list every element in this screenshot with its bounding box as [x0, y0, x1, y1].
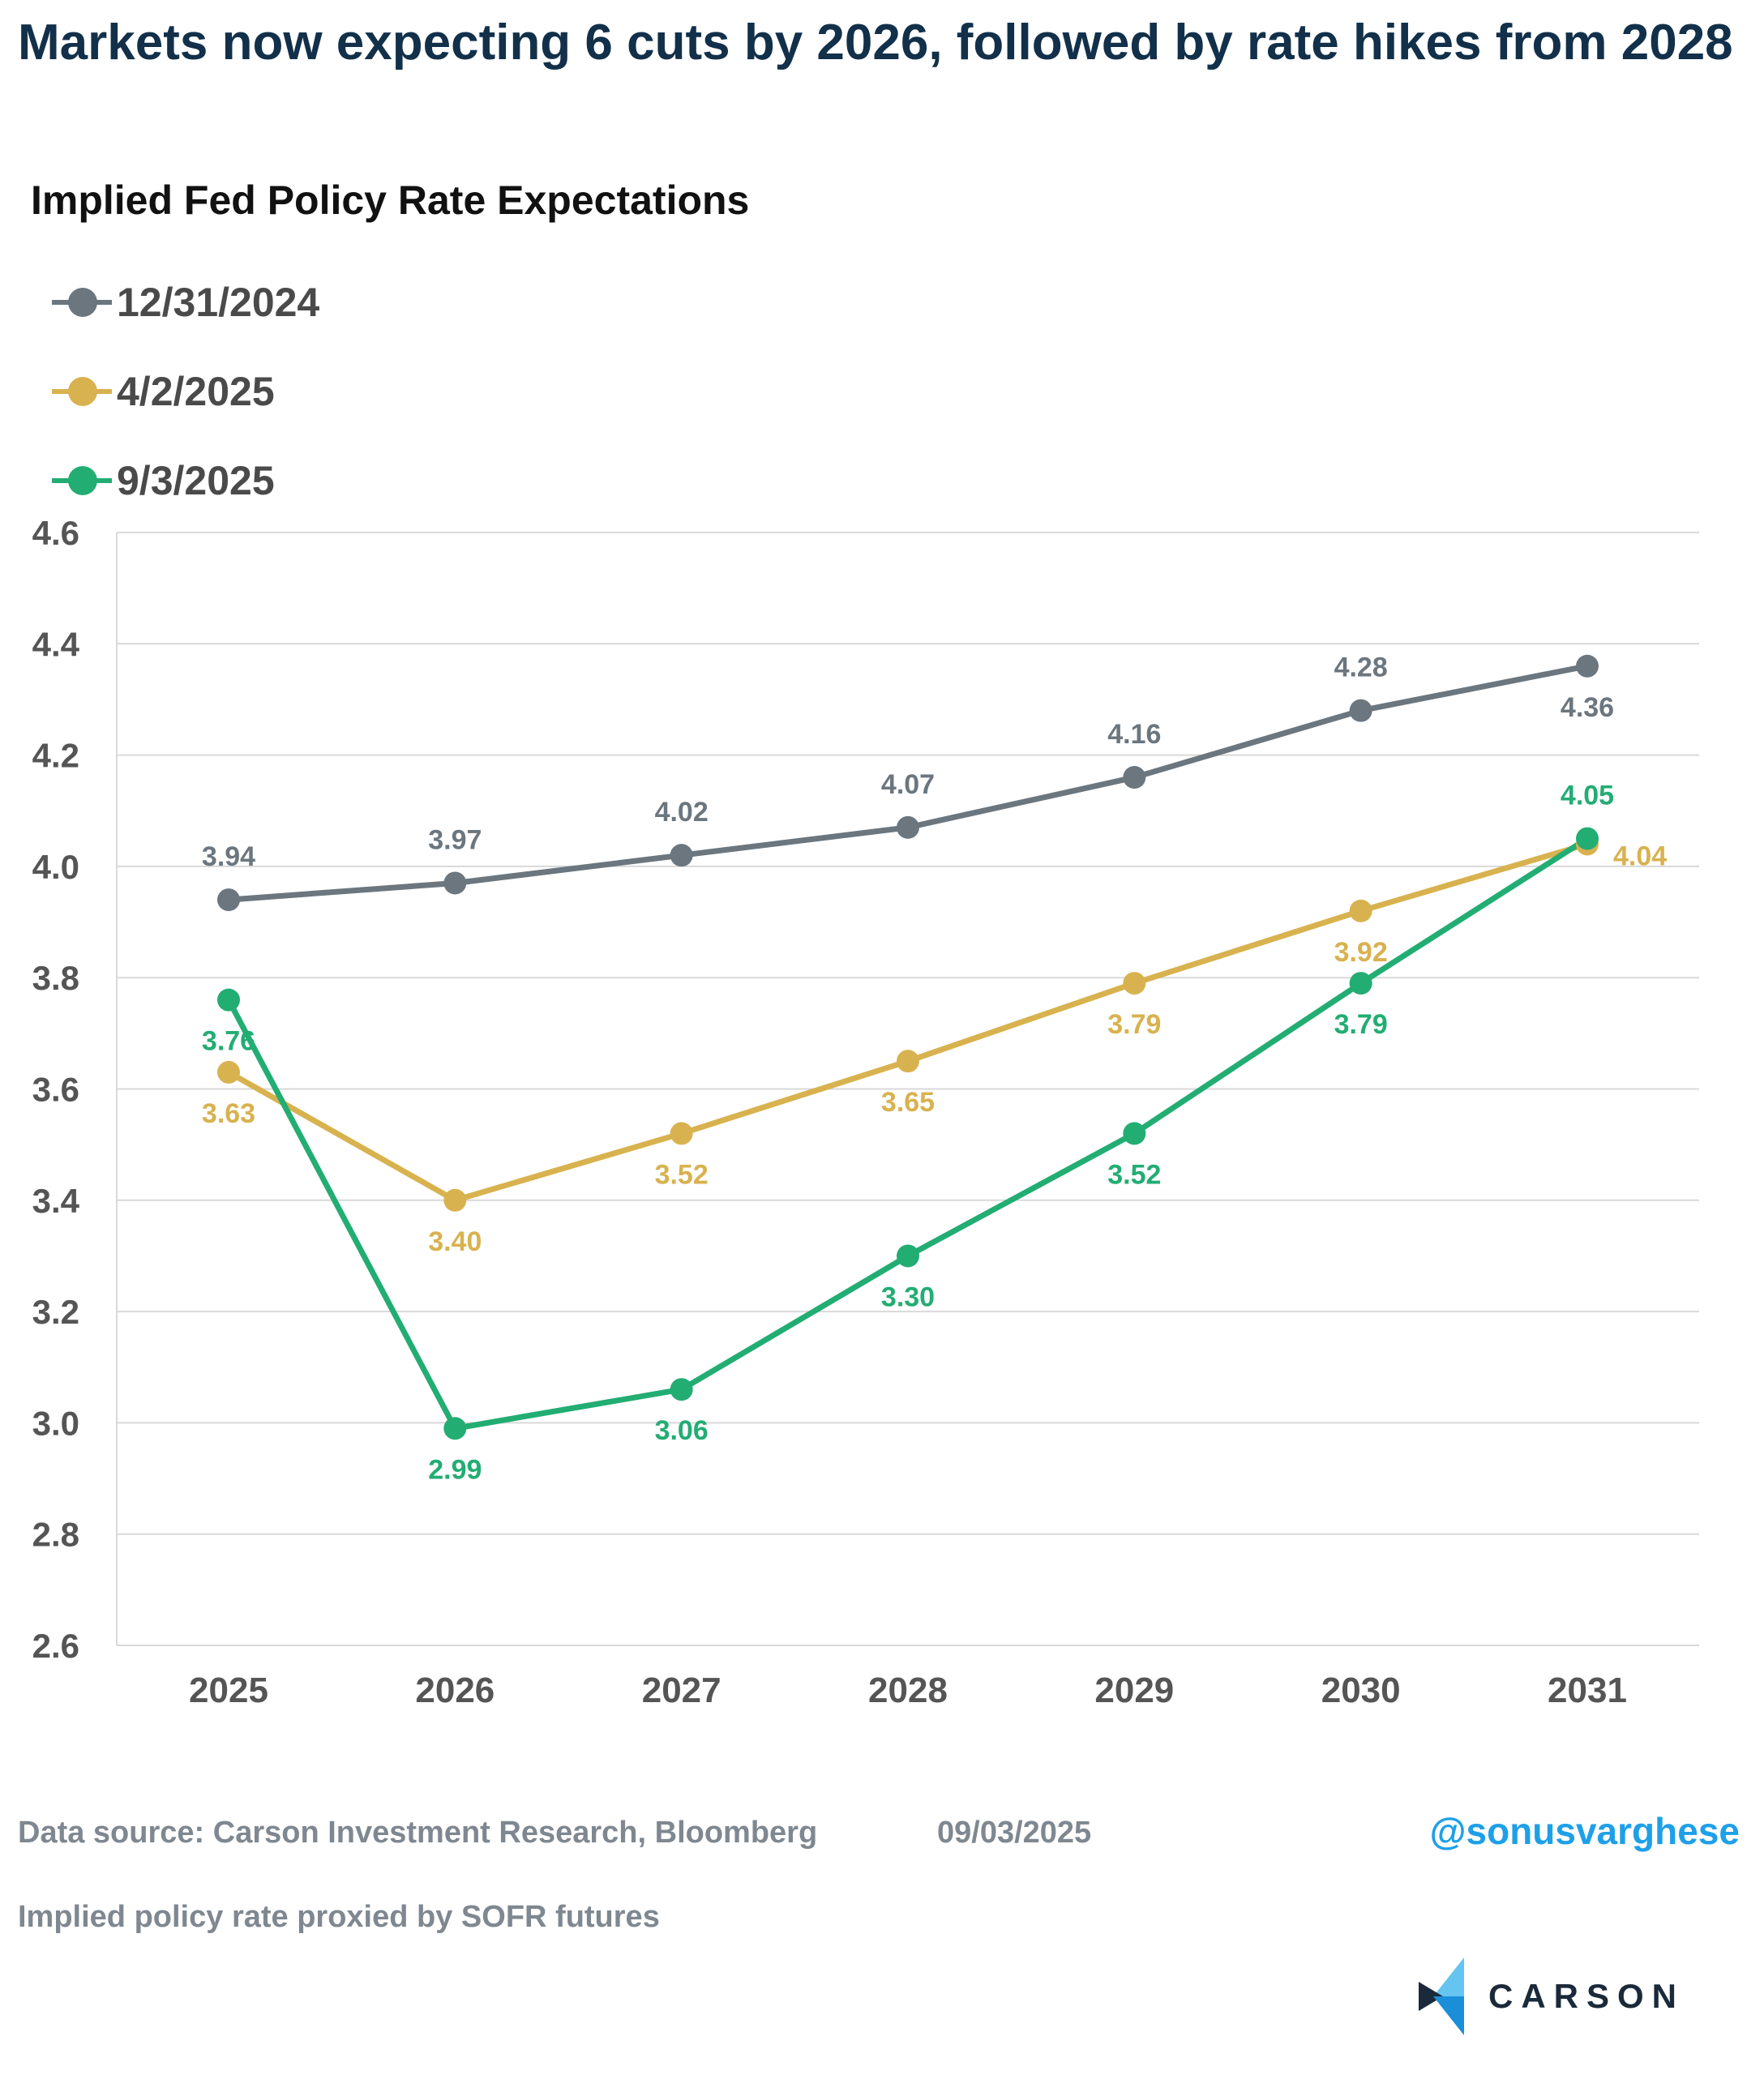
x-tick-label: 2026: [415, 1671, 495, 1710]
legend: 12/31/2024 4/2/2025 9/3/2025: [52, 258, 319, 525]
data-point-apr-2025: [217, 1060, 240, 1084]
legend-label-sep-2025: 9/3/2025: [117, 458, 275, 503]
data-label-sep-2025: 3.52: [1107, 1159, 1161, 1190]
x-tick-label: 2025: [189, 1671, 268, 1710]
data-label-apr-2025: 3.79: [1107, 1009, 1161, 1040]
data-point-apr-2025: [1349, 899, 1372, 922]
series-line-sep-2025: [225, 836, 1589, 1431]
chart-subtitle: Implied Fed Policy Rate Expectations: [31, 178, 750, 223]
data-label-dec-2024: 4.28: [1334, 652, 1388, 683]
legend-item-sep-2025: 9/3/2025: [52, 436, 319, 525]
data-label-sep-2025: 2.99: [428, 1454, 482, 1485]
chart-title: Markets now expecting 6 cuts by 2026, fo…: [18, 15, 1733, 71]
y-tick-label: 3.8: [32, 959, 79, 997]
carson-logo-icon: [1419, 1957, 1464, 2035]
data-point-dec-2024: [1576, 654, 1599, 678]
y-tick-label: 3.2: [32, 1293, 79, 1331]
data-point-dec-2024: [443, 871, 467, 895]
data-point-sep-2025: [1123, 1122, 1146, 1145]
y-tick-label: 4.0: [32, 848, 79, 886]
data-point-apr-2025: [897, 1050, 919, 1073]
data-point-sep-2025: [1349, 972, 1372, 995]
data-label-sep-2025: 3.30: [881, 1281, 935, 1312]
carson-logo: CARSON: [1419, 1957, 1685, 2035]
x-tick-label: 2029: [1094, 1671, 1174, 1710]
legend-label-apr-2025: 4/2/2025: [117, 369, 275, 414]
data-label-dec-2024: 4.02: [655, 797, 709, 828]
data-point-apr-2025: [443, 1188, 467, 1212]
x-tick-label: 2027: [642, 1671, 721, 1710]
data-label-apr-2025: 3.65: [881, 1087, 935, 1118]
data-label-apr-2025: 3.40: [428, 1226, 482, 1257]
y-tick-label: 3.0: [32, 1404, 79, 1442]
data-point-dec-2024: [1349, 699, 1372, 722]
data-label-sep-2025: 3.76: [202, 1026, 255, 1057]
y-tick-label: 2.6: [32, 1627, 79, 1665]
legend-swatch-dec-2024: [52, 286, 112, 319]
x-tick-label: 2031: [1548, 1671, 1627, 1710]
carson-logo-text: CARSON: [1488, 1977, 1685, 2015]
data-label-sep-2025: 4.05: [1561, 781, 1614, 811]
data-label-apr-2025: 3.92: [1334, 937, 1388, 968]
y-tick-label: 4.4: [32, 625, 80, 663]
y-tick-label: 4.2: [32, 737, 79, 775]
data-point-dec-2024: [217, 888, 240, 912]
data-point-apr-2025: [1123, 972, 1146, 995]
data-point-sep-2025: [897, 1244, 919, 1268]
data-date-text: 09/03/2025: [937, 1816, 1092, 1850]
data-source-text: Data source: Carson Investment Research,…: [18, 1816, 818, 1850]
data-label-dec-2024: 4.36: [1561, 692, 1614, 723]
data-point-dec-2024: [670, 844, 693, 867]
data-label-dec-2024: 4.07: [881, 769, 935, 800]
legend-item-apr-2025: 4/2/2025: [52, 347, 319, 436]
data-label-apr-2025: 4.04: [1613, 841, 1667, 871]
data-point-dec-2024: [1123, 766, 1146, 789]
data-label-sep-2025: 3.06: [655, 1415, 709, 1446]
author-handle: @sonusvarghese: [1429, 1810, 1740, 1852]
data-label-apr-2025: 3.52: [655, 1159, 709, 1190]
y-tick-label: 3.6: [32, 1071, 79, 1109]
x-tick-label: 2030: [1321, 1671, 1401, 1710]
y-tick-label: 2.8: [32, 1516, 79, 1554]
data-point-apr-2025: [670, 1122, 693, 1145]
x-tick-label: 2028: [868, 1671, 948, 1710]
data-point-sep-2025: [443, 1417, 467, 1440]
data-label-dec-2024: 3.94: [202, 841, 255, 872]
data-label-dec-2024: 3.97: [428, 824, 482, 855]
data-label-apr-2025: 3.63: [202, 1098, 255, 1129]
data-point-dec-2024: [897, 815, 919, 839]
data-label-dec-2024: 4.16: [1107, 719, 1161, 750]
legend-swatch-sep-2025: [52, 464, 112, 497]
y-tick-label: 4.6: [32, 514, 79, 552]
data-label-sep-2025: 3.79: [1334, 1009, 1388, 1040]
methodology-note: Implied policy rate proxied by SOFR futu…: [18, 1900, 660, 1934]
data-point-sep-2025: [217, 988, 240, 1012]
legend-label-dec-2024: 12/31/2024: [117, 280, 320, 325]
legend-swatch-apr-2025: [52, 375, 112, 408]
data-point-sep-2025: [670, 1378, 693, 1401]
legend-item-dec-2024: 12/31/2024: [52, 258, 319, 347]
y-tick-label: 3.4: [32, 1182, 80, 1220]
data-point-sep-2025: [1576, 827, 1599, 850]
